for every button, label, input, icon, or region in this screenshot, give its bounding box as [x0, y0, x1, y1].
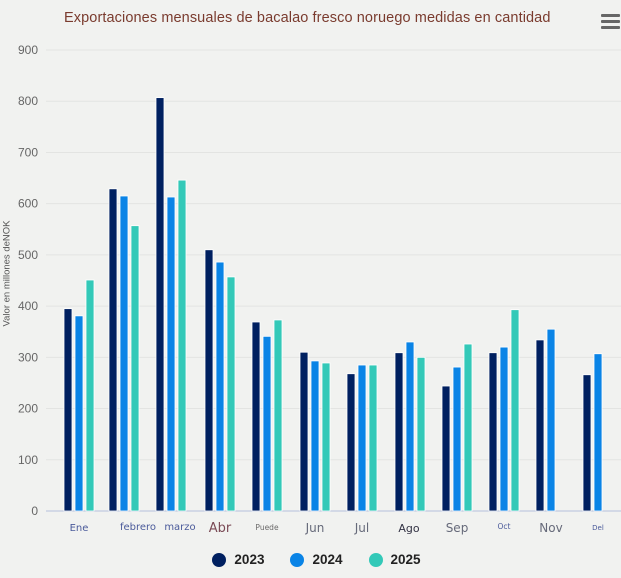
- bar-Ago-2025: [416, 356, 426, 512]
- bar-Sep-2025: [463, 343, 473, 512]
- y-tick-label-500: 500: [18, 248, 38, 262]
- legend-label-2025: 2025: [390, 552, 421, 567]
- bar-Ago-2024: [405, 341, 415, 512]
- legend-item-2025[interactable]: 2025: [368, 552, 421, 567]
- bar-marzo-2023: [155, 97, 165, 512]
- bar-Jul-2023: [346, 373, 356, 512]
- bar-Ene-2024: [74, 315, 84, 512]
- bar-Abr-2024: [215, 261, 225, 512]
- bar-Jun-2023: [299, 351, 309, 512]
- hamburger-menu-icon[interactable]: [601, 14, 620, 30]
- bar-Sep-2023: [441, 385, 451, 512]
- bar-Jun-2025: [321, 362, 331, 512]
- bar-Jul-2024: [357, 364, 367, 512]
- bar-Jul-2025: [368, 364, 378, 512]
- bar-febrero-2024: [119, 195, 129, 512]
- x-tick-label-Ago: Ago: [398, 522, 420, 535]
- x-tick-label-Puede: Puede: [255, 523, 279, 532]
- legend-item-2024[interactable]: 2024: [290, 552, 343, 567]
- x-tick-label-Oct: Oct: [498, 522, 511, 531]
- bar-Puede-2025: [273, 319, 283, 512]
- x-tick-label-febrero: febrero: [120, 522, 156, 533]
- bar-Ene-2025: [85, 279, 95, 512]
- y-tick-label-700: 700: [18, 145, 38, 159]
- legend-item-2023[interactable]: 2023: [212, 552, 264, 567]
- x-tick-label-marzo: marzo: [164, 522, 195, 533]
- bar-Abr-2023: [204, 249, 214, 512]
- x-tick-label-Sep: Sep: [446, 521, 469, 535]
- x-tick-label-Ene: Ene: [70, 523, 89, 534]
- bar-Del-2024: [593, 353, 603, 512]
- bar-Oct-2024: [499, 346, 509, 512]
- bar-Nov-2023: [535, 339, 545, 512]
- bar-Puede-2023: [251, 321, 261, 512]
- bar-febrero-2023: [108, 188, 118, 512]
- bar-Oct-2025: [510, 309, 520, 512]
- x-tick-label-Jul: Jul: [354, 521, 369, 535]
- legend: 2023 2024 2025: [0, 552, 621, 567]
- bar-Jun-2024: [310, 360, 320, 512]
- bar-Abr-2025: [226, 276, 236, 512]
- x-tick-label-Del: Del: [592, 524, 604, 532]
- x-tick-label-Abr: Abr: [209, 521, 232, 536]
- y-tick-label-200: 200: [18, 402, 38, 416]
- bar-Sep-2024: [452, 366, 462, 512]
- legend-dot-2024: [290, 552, 305, 567]
- y-tick-label-900: 900: [18, 43, 38, 57]
- chart-title: Exportaciones mensuales de bacalao fresc…: [64, 10, 551, 26]
- bar-febrero-2025: [130, 225, 140, 512]
- bar-marzo-2024: [166, 196, 176, 512]
- bar-Ago-2023: [394, 352, 404, 512]
- bar-Nov-2024: [546, 328, 556, 512]
- y-tick-label-400: 400: [18, 299, 38, 313]
- legend-dot-2025: [368, 552, 383, 567]
- bar-Ene-2023: [63, 308, 73, 512]
- bar-Oct-2023: [488, 352, 498, 512]
- x-tick-label-Nov: Nov: [539, 521, 562, 535]
- y-tick-label-800: 800: [18, 94, 38, 108]
- y-tick-label-300: 300: [18, 350, 38, 364]
- y-tick-label-600: 600: [18, 197, 38, 211]
- y-tick-label-0: 0: [31, 504, 38, 518]
- bar-chart: 0 100 200 300 400 500 600 700 800 900 Ene febrero ma…: [18, 43, 621, 536]
- x-tick-label-Jun: Jun: [305, 521, 325, 535]
- legend-dot-2023: [212, 552, 227, 567]
- bar-Del-2023: [582, 374, 592, 512]
- y-tick-label-100: 100: [18, 453, 38, 467]
- bar-Puede-2024: [262, 335, 272, 512]
- bar-marzo-2025: [177, 179, 187, 512]
- legend-label-2023: 2023: [234, 552, 265, 567]
- legend-label-2024: 2024: [312, 552, 343, 567]
